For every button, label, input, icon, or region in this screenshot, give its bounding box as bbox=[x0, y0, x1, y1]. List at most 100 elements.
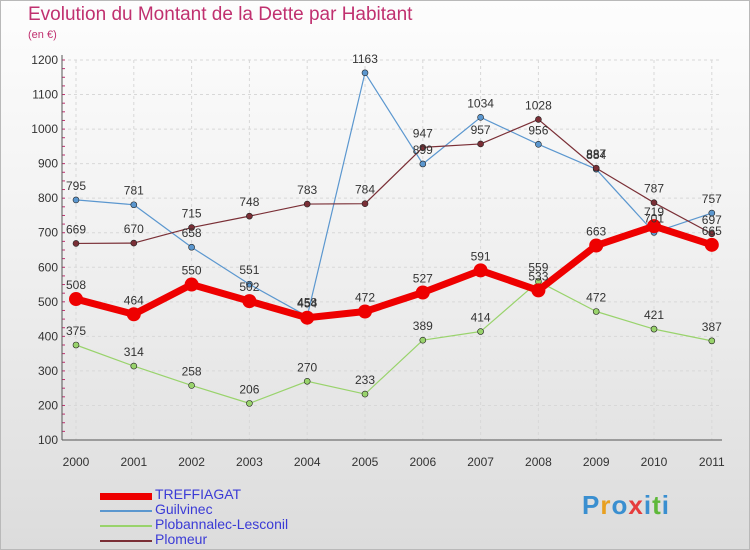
data-label-plobannalec-lesconil: 314 bbox=[124, 345, 144, 359]
point-treffiagat bbox=[184, 277, 199, 292]
point-guilvinec bbox=[535, 140, 542, 148]
point-plobannalec-lesconil bbox=[419, 336, 427, 344]
data-label-plomeur: 784 bbox=[355, 183, 375, 197]
data-label-guilvinec: 1034 bbox=[467, 96, 494, 110]
point-treffiagat bbox=[415, 285, 430, 300]
point-plobannalec-lesconil bbox=[592, 308, 600, 315]
data-label-plobannalec-lesconil: 559 bbox=[528, 260, 548, 274]
data-label-treffiagat: 464 bbox=[124, 293, 144, 307]
point-guilvinec bbox=[419, 160, 427, 168]
point-plobannalec-lesconil bbox=[188, 382, 195, 389]
point-plobannalec-lesconil bbox=[650, 325, 658, 333]
point-treffiagat bbox=[589, 238, 604, 253]
logo-letter: i bbox=[643, 490, 653, 520]
legend-label: Plobannalec-Lesconil bbox=[155, 516, 289, 532]
point-plobannalec-lesconil bbox=[477, 328, 484, 335]
point-guilvinec bbox=[130, 201, 138, 209]
x-tick-label: 2003 bbox=[236, 455, 263, 469]
point-plomeur bbox=[246, 212, 253, 220]
data-label-guilvinec: 458 bbox=[297, 295, 317, 309]
point-plobannalec-lesconil bbox=[246, 400, 253, 407]
point-treffiagat bbox=[531, 283, 546, 298]
y-tick-label: 900 bbox=[38, 157, 58, 171]
data-label-guilvinec: 658 bbox=[182, 226, 202, 240]
point-treffiagat bbox=[358, 304, 372, 319]
x-tick-label: 2004 bbox=[294, 455, 321, 469]
y-tick-label: 1000 bbox=[31, 122, 58, 136]
chart-title: Evolution du Montant de la Dette par Hab… bbox=[28, 4, 413, 25]
x-tick-label: 2006 bbox=[409, 455, 436, 469]
proxiti-logo: Proxiti bbox=[582, 490, 670, 521]
point-treffiagat bbox=[242, 294, 257, 309]
point-plomeur bbox=[477, 140, 484, 148]
point-guilvinec bbox=[188, 243, 195, 251]
x-tick-label: 2011 bbox=[699, 455, 725, 469]
data-label-plomeur: 887 bbox=[586, 147, 606, 161]
x-tick-label: 2005 bbox=[352, 455, 379, 469]
logo-letter: i bbox=[661, 490, 670, 520]
y-tick-label: 700 bbox=[38, 226, 58, 240]
point-plomeur bbox=[419, 144, 427, 151]
grid-lines bbox=[62, 59, 722, 441]
data-label-guilvinec: 757 bbox=[702, 192, 722, 206]
point-plomeur bbox=[708, 230, 716, 238]
x-tick-label: 2010 bbox=[641, 455, 668, 469]
data-label-plobannalec-lesconil: 258 bbox=[182, 364, 202, 378]
data-label-guilvinec: 956 bbox=[528, 123, 548, 137]
point-treffiagat bbox=[300, 310, 315, 325]
data-label-plobannalec-lesconil: 421 bbox=[644, 308, 664, 322]
logo-letter: P bbox=[582, 490, 601, 520]
point-plobannalec-lesconil bbox=[361, 390, 369, 398]
y-tick-label: 500 bbox=[38, 295, 58, 309]
data-label-plobannalec-lesconil: 387 bbox=[702, 320, 722, 334]
y-tick-label: 600 bbox=[38, 260, 58, 274]
legend-swatch bbox=[100, 540, 152, 542]
point-treffiagat bbox=[647, 219, 661, 234]
data-label-treffiagat: 508 bbox=[66, 278, 86, 292]
data-label-plobannalec-lesconil: 270 bbox=[297, 360, 317, 374]
legend-swatch bbox=[100, 493, 152, 500]
data-label-guilvinec: 795 bbox=[66, 179, 86, 193]
legend-label: Guilvinec bbox=[155, 501, 213, 517]
point-guilvinec bbox=[246, 280, 253, 288]
data-label-plomeur: 947 bbox=[413, 126, 433, 140]
data-label-treffiagat: 527 bbox=[413, 271, 433, 285]
data-label-guilvinec: 1163 bbox=[352, 52, 378, 66]
logo-letter: r bbox=[600, 490, 612, 520]
x-tick-label: 2000 bbox=[63, 455, 90, 469]
legend-label: TREFFIAGAT bbox=[155, 486, 242, 502]
y-tick-label: 100 bbox=[38, 433, 58, 447]
axes: 100 200 300 400 500 600 700 800 900 1000 1100 1200 2… bbox=[31, 53, 725, 469]
chart-subtitle: (en €) bbox=[28, 29, 57, 41]
data-label-plomeur: 715 bbox=[182, 207, 202, 221]
point-guilvinec bbox=[477, 114, 484, 121]
data-label-treffiagat: 719 bbox=[644, 205, 664, 219]
point-plomeur bbox=[303, 200, 311, 208]
data-label-plobannalec-lesconil: 375 bbox=[66, 324, 86, 338]
point-treffiagat bbox=[473, 263, 488, 278]
point-guilvinec bbox=[361, 69, 369, 77]
y-tick-label: 1100 bbox=[32, 88, 58, 102]
point-treffiagat bbox=[126, 307, 141, 322]
y-tick-label: 300 bbox=[38, 364, 58, 378]
series-line-plomeur bbox=[75, 118, 713, 245]
series-line-treffiagat bbox=[75, 222, 713, 322]
data-label-plobannalec-lesconil: 472 bbox=[586, 290, 606, 304]
logo-letter: o bbox=[611, 490, 629, 520]
data-labels: 795 781 658 551 458 1163 899 1034 956 884 701 757 37… bbox=[66, 52, 722, 397]
point-plomeur bbox=[650, 199, 658, 206]
logo-letter: t bbox=[652, 490, 662, 520]
data-label-plomeur: 670 bbox=[124, 222, 144, 236]
point-plomeur bbox=[130, 239, 138, 247]
y-tick-label: 1200 bbox=[31, 53, 58, 67]
point-plobannalec-lesconil bbox=[708, 337, 716, 345]
data-label-treffiagat: 454 bbox=[297, 297, 317, 311]
series-line-plobannalec-lesconil bbox=[75, 280, 712, 404]
point-plomeur bbox=[72, 240, 80, 247]
point-plomeur bbox=[188, 224, 195, 231]
legend-swatch bbox=[100, 510, 152, 512]
point-guilvinec bbox=[708, 209, 716, 217]
y-tick-label: 800 bbox=[38, 191, 58, 205]
